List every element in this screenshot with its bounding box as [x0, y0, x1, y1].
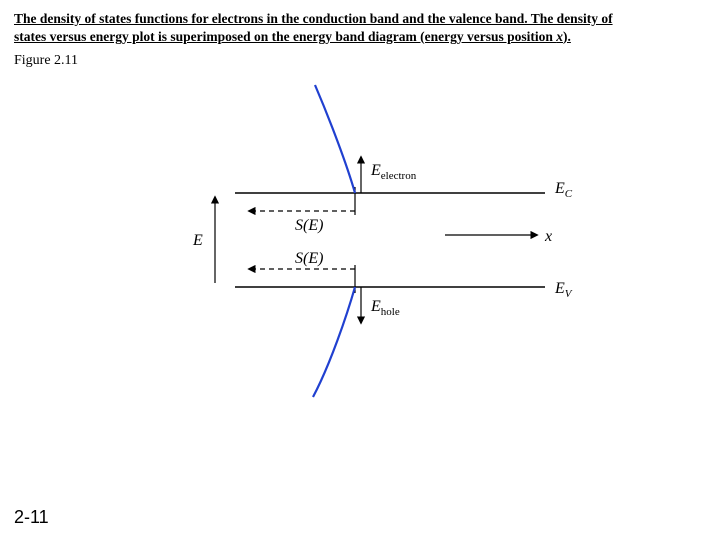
- figure-caption-heading: The density of states functions for elec…: [14, 10, 706, 45]
- label-se-bottom: S(E): [295, 250, 323, 267]
- label-e-electron: Eelectron: [370, 162, 417, 182]
- diagram-container: Eelectron Ehole S(E) S(E) E x EC EV: [14, 75, 706, 405]
- electron-density-curve: [315, 85, 355, 193]
- label-ev: EV: [554, 280, 573, 300]
- label-x-axis: x: [544, 228, 552, 245]
- label-se-top: S(E): [295, 217, 323, 234]
- label-energy-axis: E: [192, 232, 203, 249]
- figure-number-label: Figure 2.11: [14, 53, 706, 69]
- heading-line-2-post: ).: [563, 29, 571, 44]
- heading-x-var: x: [556, 29, 563, 44]
- hole-density-curve: [313, 287, 355, 397]
- page-number: 2-11: [14, 507, 49, 528]
- density-of-states-diagram: Eelectron Ehole S(E) S(E) E x EC EV: [125, 75, 595, 405]
- label-e-hole: Ehole: [370, 298, 400, 318]
- heading-line-1: The density of states functions for elec…: [14, 11, 613, 26]
- heading-line-2-pre: states versus energy plot is superimpose…: [14, 29, 556, 44]
- label-ec: EC: [554, 180, 573, 200]
